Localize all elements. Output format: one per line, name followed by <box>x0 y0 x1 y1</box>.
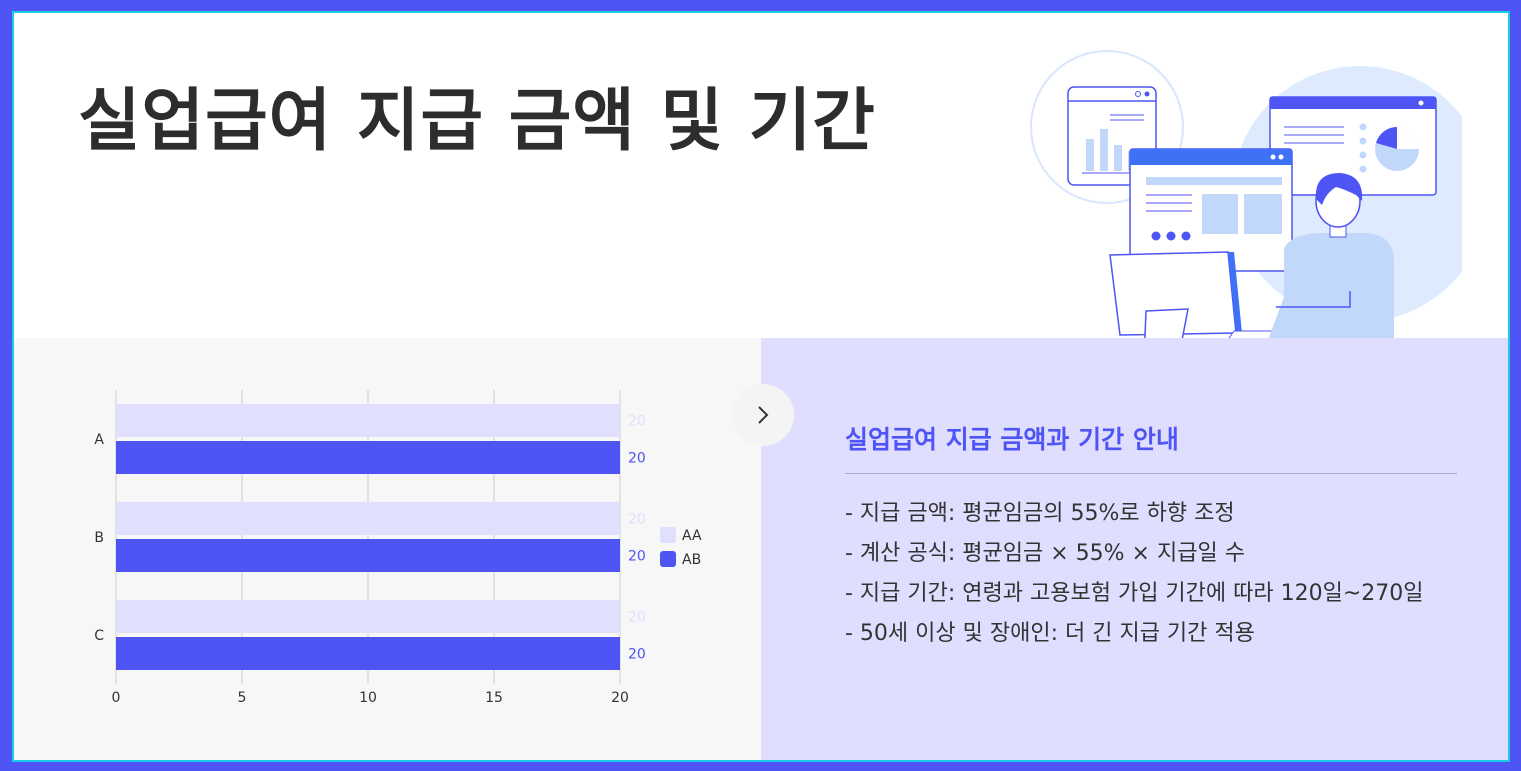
info-divider <box>845 473 1457 474</box>
bar-ab <box>116 441 620 474</box>
info-item-formula: - 계산 공식: 평균임금 × 55% × 지급일 수 <box>845 541 1245 566</box>
person-at-computer-illustration <box>1030 50 1462 351</box>
info-item-amount: - 지급 금액: 평균임금의 55%로 하향 조정 <box>845 501 1235 526</box>
legend-label: AB <box>682 552 701 568</box>
x-tick-label: 5 <box>238 690 247 706</box>
info-item-extended: - 50세 이상 및 장애인: 더 긴 지급 기간 적용 <box>845 621 1255 646</box>
data-label: 20 <box>628 647 646 663</box>
bar-aa <box>116 600 620 633</box>
slide-frame: 실업급여 지급 금액 및 기간 <box>12 11 1510 762</box>
category-label: B <box>94 530 104 546</box>
legend-swatch <box>660 551 676 567</box>
x-tick-label: 20 <box>611 690 629 706</box>
info-list: - 지급 금액: 평균임금의 55%로 하향 조정 - 계산 공식: 평균임금 … <box>845 494 1424 654</box>
data-label: 20 <box>628 451 646 467</box>
legend-swatch <box>660 527 676 543</box>
x-tick-label: 0 <box>112 690 121 706</box>
category-label: A <box>94 432 104 448</box>
x-tick-label: 15 <box>485 690 503 706</box>
data-label: 20 <box>628 512 646 528</box>
page-title: 실업급여 지급 금액 및 기간 <box>78 82 876 161</box>
bar-aa <box>116 502 620 535</box>
info-panel: 실업급여 지급 금액과 기간 안내 - 지급 금액: 평균임금의 55%로 하향… <box>761 338 1508 760</box>
next-slide-button[interactable] <box>732 384 794 446</box>
data-label: 20 <box>628 414 646 430</box>
bar-aa <box>116 404 620 437</box>
bar-ab <box>116 539 620 572</box>
chevron-right-icon <box>758 406 769 424</box>
info-title: 실업급여 지급 금액과 기간 안내 <box>845 425 1179 454</box>
chart-panel: 0 5 10 15 20 A 20 20 B 20 20 C 20 20 AA AB <box>14 338 794 760</box>
data-label: 20 <box>628 549 646 565</box>
info-item-period: - 지급 기간: 연령과 고용보험 가입 기간에 따라 120일~270일 <box>845 581 1424 606</box>
bar-ab <box>116 637 620 670</box>
x-tick-label: 10 <box>359 690 377 706</box>
category-label: C <box>94 628 104 644</box>
bar-chart: 0 5 10 15 20 A 20 20 B 20 20 C 20 20 AA AB <box>94 390 702 706</box>
data-label: 20 <box>628 610 646 626</box>
legend-label: AA <box>682 528 702 544</box>
